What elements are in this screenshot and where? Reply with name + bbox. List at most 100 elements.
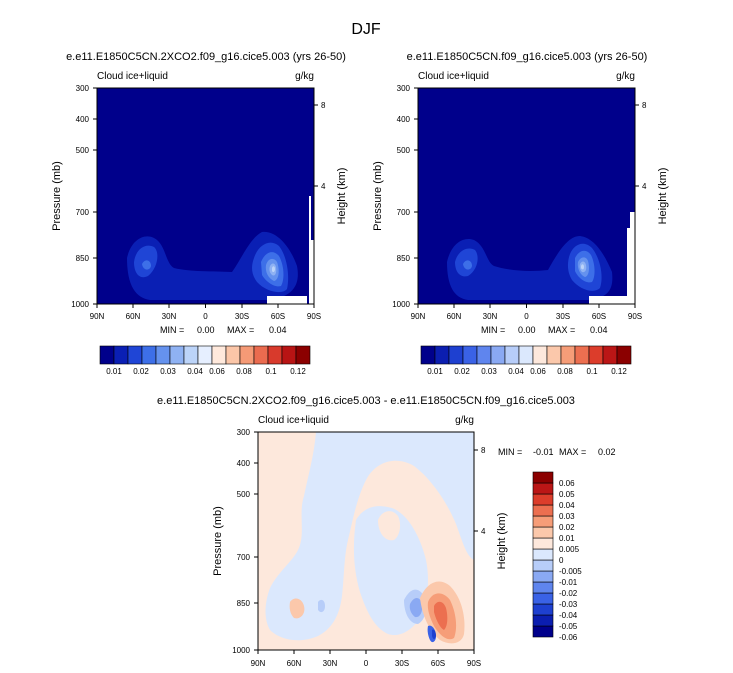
panel-b-x-tick-90n: 90N [411,312,426,321]
colorbar-swatch [183,345,199,365]
panel-c-y-tick-300: 300 [237,428,251,437]
panel-c-colorbar-label: -0.05 [559,622,578,631]
colorbar-swatch [239,345,255,365]
panel-a-colorbar: 0.01 0.02 0.03 0.04 0.06 0.08 0.1 0.12 [99,345,311,376]
colorbar-swatch [434,345,450,365]
panel-a-max-value: 0.04 [269,325,287,335]
colorbar-swatch [532,471,554,484]
panel-b-y-tick-700: 700 [397,208,411,217]
panel-c-x-tick-90n: 90N [251,659,266,668]
panel-a-y-tick-850: 850 [76,254,90,263]
panel-a-colorbar-label: 0.08 [236,367,252,376]
panel-a-x-tick-90n: 90N [90,312,105,321]
panel-b-height-tick-4: 4 [642,182,647,191]
colorbar-swatch [169,345,185,365]
colorbar-swatch [532,482,554,495]
panel-c-height-tick-8: 8 [481,446,486,455]
panel-c-y-axis-label: Pressure (mb) [212,506,224,576]
colorbar-swatch [532,625,554,638]
panel-a-colorbar-label: 0.12 [290,367,306,376]
colorbar-swatch [504,345,520,365]
panel-b-y-tick-500: 500 [397,146,411,155]
colorbar-swatch [532,526,554,539]
panel-b-contour-field [418,88,635,304]
panel-b-title: e.e11.E1850C5CN.f09_g16.cice5.003 (yrs 2… [407,51,648,63]
colorbar-swatch [113,345,129,365]
panel-b-colorbar-label: 0.03 [481,367,497,376]
panel-b-stats: MIN = 0.00 MAX = 0.04 [481,325,608,335]
panel-b-y-tick-300: 300 [397,84,411,93]
panel-c-y-tick-400: 400 [237,459,251,468]
colorbar-swatch [155,345,171,365]
colorbar-swatch [560,345,576,365]
colorbar-swatch [574,345,590,365]
panel-a-height-tick-8: 8 [321,101,326,110]
colorbar-swatch [518,345,534,365]
colorbar-swatch [532,515,554,528]
colorbar-swatch [253,345,269,365]
colorbar-swatch [532,559,554,572]
panel-b-axes [414,87,639,308]
panel-c-colorbar: 0.06 0.05 0.04 0.03 0.02 0.01 0.005 0 -0… [532,471,582,642]
colorbar-swatch [532,493,554,506]
panel-b-x-tick-30s: 30S [556,312,570,321]
panel-a-stats: MIN = 0.00 MAX = 0.04 [160,325,287,335]
panel-b-min-value: 0.00 [518,325,536,335]
colorbar-swatch [532,570,554,583]
panel-c-stats: MIN = -0.01 MAX = 0.02 [498,447,616,457]
panel-c-colorbar-label: 0.02 [559,523,575,532]
panel-c-colorbar-label: 0.005 [559,545,580,554]
panel-b-x-tick-60s: 60S [592,312,606,321]
colorbar-swatch [267,345,283,365]
panel-a-height-tick-4: 4 [321,182,326,191]
panel-a-colorbar-label: 0.02 [133,367,149,376]
colorbar-swatch [532,537,554,550]
panel-b-colorbar-label: 0.06 [530,367,546,376]
panel-a: e.e11.E1850C5CN.2XCO2.f09_g16.cice5.003 … [51,51,348,376]
panel-a-units-label: g/kg [295,71,314,82]
panel-a-max-label: MAX = [227,325,254,335]
panel-a-axes [93,87,318,308]
panel-c-colorbar-label: -0.02 [559,589,578,598]
panel-c-colorbar-label: 0.01 [559,534,575,543]
colorbar-swatch [532,603,554,616]
colorbar-swatch [490,345,506,365]
panel-a-y-tick-700: 700 [76,208,90,217]
panel-a-y-tick-1000: 1000 [71,300,89,309]
panel-b-y-axis-label: Pressure (mb) [372,161,384,231]
panel-a-height-axis-label: Height (km) [336,168,348,225]
panel-a-variable-label: Cloud ice+liquid [97,71,168,82]
colorbar-swatch [281,345,297,365]
panel-c-colorbar-label: 0.06 [559,479,575,488]
colorbar-swatch [127,345,143,365]
panel-b-y-tick-1000: 1000 [392,300,410,309]
colorbar-swatch [99,345,115,365]
panel-c-units-label: g/kg [455,415,474,426]
panel-c-min-label: MIN = [498,447,522,457]
panel-a-y-tick-400: 400 [76,115,90,124]
panel-b-max-label: MAX = [548,325,575,335]
colorbar-swatch [602,345,618,365]
panel-c-min-value: -0.01 [533,447,554,457]
panel-c-x-tick-30s: 30S [395,659,409,668]
colorbar-swatch [476,345,492,365]
colorbar-swatch [588,345,604,365]
panel-c-max-value: 0.02 [598,447,616,457]
panel-c-colorbar-label: -0.005 [559,567,582,576]
panel-a-y-tick-300: 300 [76,84,90,93]
panel-c-title: e.e11.E1850C5CN.2XCO2.f09_g16.cice5.003 … [157,395,575,407]
panel-a-y-tick-500: 500 [76,146,90,155]
colorbar-swatch [616,345,632,365]
panel-b: e.e11.E1850C5CN.f09_g16.cice5.003 (yrs 2… [372,51,669,376]
colorbar-swatch [532,548,554,561]
colorbar-swatch [532,504,554,517]
panel-c-colorbar-label: 0.04 [559,501,575,510]
colorbar-swatch [532,592,554,605]
panel-b-min-label: MIN = [481,325,505,335]
panel-c-x-tick-90s: 90S [467,659,481,668]
panel-c-y-tick-700: 700 [237,553,251,562]
panel-c-max-label: MAX = [559,447,586,457]
panel-c-x-tick-eq: 0 [364,659,369,668]
panel-a-colorbar-label: 0.06 [209,367,225,376]
